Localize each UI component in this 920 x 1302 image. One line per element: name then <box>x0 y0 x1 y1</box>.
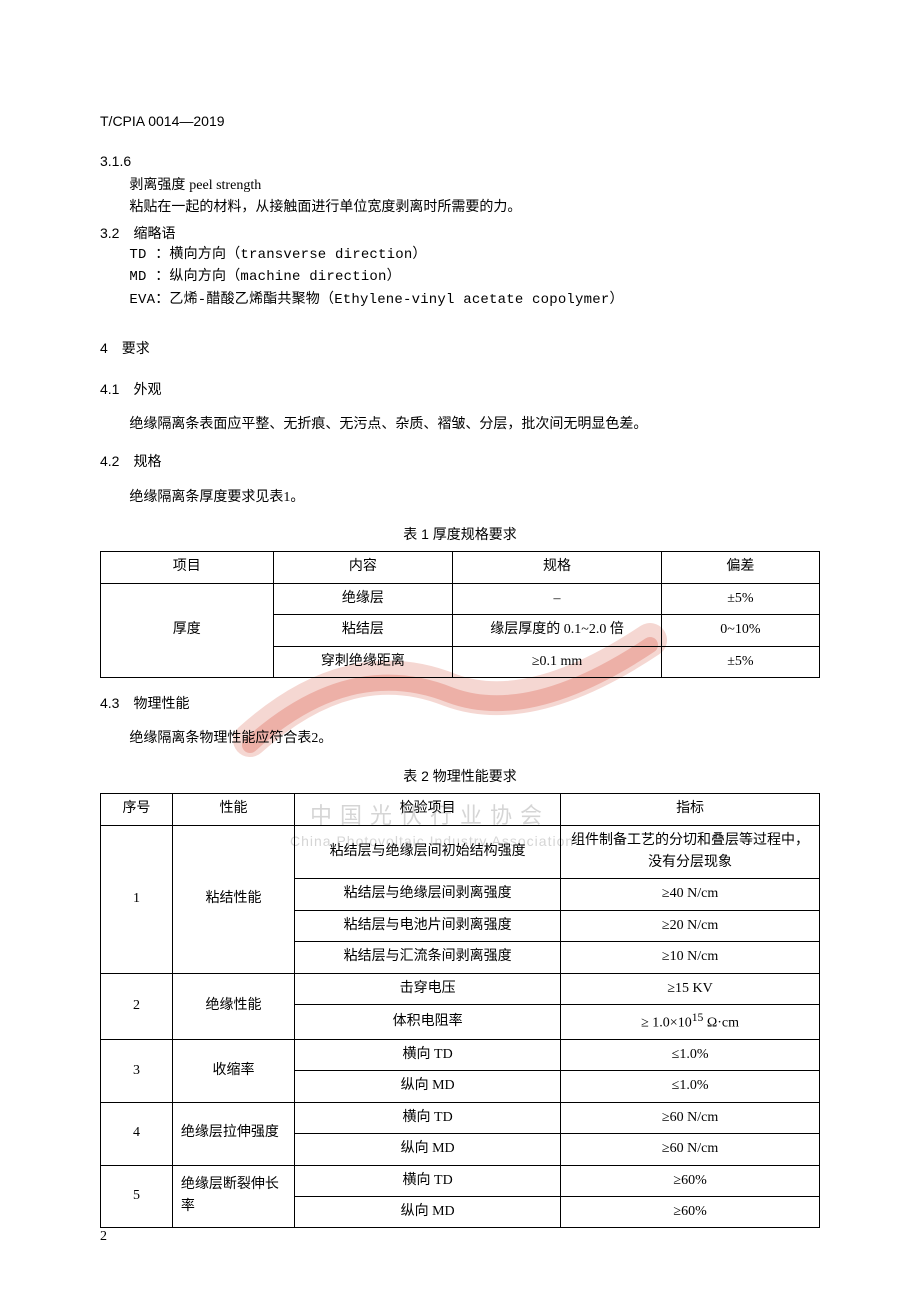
table-2-caption: 表 2 物理性能要求 <box>100 765 820 787</box>
term-cn: 剥离强度 <box>129 176 185 192</box>
abbr-td: TD ：横向方向（transverse direction） <box>100 244 820 266</box>
t2-cell: 组件制备工艺的分切和叠层等过程中，没有分层现象 <box>561 825 820 879</box>
table-row: 4 绝缘层拉伸强度 横向 TD ≥60 N/cm <box>101 1102 820 1133</box>
table-row: 序号 性能 检验项目 指标 <box>101 794 820 825</box>
t2-no: 4 <box>101 1102 173 1165</box>
t2-h2: 性能 <box>172 794 294 825</box>
clause-4-2-heading: 4.2 规格 <box>100 450 820 472</box>
t1-cell: 绝缘层 <box>273 583 453 614</box>
t2-cell: ≥60 N/cm <box>561 1102 820 1133</box>
clause-4-3-heading: 4.3 物理性能 <box>100 692 820 714</box>
t1-cell: 粘结层 <box>273 615 453 646</box>
t2-cell: 体积电阻率 <box>295 1004 561 1039</box>
t2-cell: 粘结层与电池片间剥离强度 <box>295 910 561 941</box>
clause-3-2-heading: 3.2 缩略语 <box>100 222 820 244</box>
t2-prop: 绝缘层拉伸强度 <box>172 1102 294 1165</box>
t2-cell: ≥ 1.0×1015 Ω·cm <box>561 1004 820 1039</box>
t2-cell: ≥40 N/cm <box>561 879 820 910</box>
page-number: 2 <box>100 1226 107 1248</box>
t1-cell: – <box>453 583 662 614</box>
t2-cell: 粘结层与绝缘层间初始结构强度 <box>295 825 561 879</box>
t1-h2: 内容 <box>273 552 453 583</box>
t2-cell: 横向 TD <box>295 1039 561 1070</box>
t2-cell: ≥20 N/cm <box>561 910 820 941</box>
t2-cell: 纵向 MD <box>295 1134 561 1165</box>
table-row: 1 粘结性能 粘结层与绝缘层间初始结构强度 组件制备工艺的分切和叠层等过程中，没… <box>101 825 820 879</box>
clause-4-3-body: 绝缘隔离条物理性能应符合表2。 <box>100 728 820 750</box>
t1-h3: 规格 <box>453 552 662 583</box>
t1-cell: 穿刺绝缘距离 <box>273 646 453 677</box>
t2-cell: ≥60% <box>561 1196 820 1227</box>
t1-cell: ±5% <box>661 583 819 614</box>
page-content: T/CPIA 0014—2019 3.1.6 剥离强度 peel strengt… <box>100 110 820 1228</box>
t1-cell: 0~10% <box>661 615 819 646</box>
t2-no: 5 <box>101 1165 173 1228</box>
t2-h4: 指标 <box>561 794 820 825</box>
table-2: 序号 性能 检验项目 指标 1 粘结性能 粘结层与绝缘层间初始结构强度 组件制备… <box>100 793 820 1228</box>
table-row: 5 绝缘层断裂伸长率 横向 TD ≥60% <box>101 1165 820 1196</box>
t2-prop: 粘结性能 <box>172 825 294 973</box>
t2-cell: ≤1.0% <box>561 1071 820 1102</box>
t2-cell: ≥10 N/cm <box>561 942 820 973</box>
clause-4-heading: 4 要求 <box>100 337 820 359</box>
t2-cell: 粘结层与汇流条间剥离强度 <box>295 942 561 973</box>
t2-h1: 序号 <box>101 794 173 825</box>
t2-no: 1 <box>101 825 173 973</box>
t2-prop: 绝缘性能 <box>172 973 294 1039</box>
t2-cell: ≥60 N/cm <box>561 1134 820 1165</box>
t2-cell: 纵向 MD <box>295 1196 561 1227</box>
standard-code: T/CPIA 0014—2019 <box>100 110 820 132</box>
t1-item: 厚度 <box>101 583 274 677</box>
t1-cell: ±5% <box>661 646 819 677</box>
t1-h1: 项目 <box>101 552 274 583</box>
t1-cell: 缘层厚度的 0.1~2.0 倍 <box>453 615 662 646</box>
t2-cell: 粘结层与绝缘层间剥离强度 <box>295 879 561 910</box>
clause-3-1-6-term: 剥离强度 peel strength <box>100 173 820 197</box>
clause-4-1-heading: 4.1 外观 <box>100 378 820 400</box>
t1-cell: ≥0.1 mm <box>453 646 662 677</box>
t2-cell: ≤1.0% <box>561 1039 820 1070</box>
table-1-caption: 表 1 厚度规格要求 <box>100 523 820 545</box>
t1-h4: 偏差 <box>661 552 819 583</box>
t2-cell: 击穿电压 <box>295 973 561 1004</box>
clause-3-1-6-body: 粘贴在一起的材料，从接触面进行单位宽度剥离时所需要的力。 <box>100 197 820 219</box>
t2-cell: 横向 TD <box>295 1165 561 1196</box>
table-1: 项目 内容 规格 偏差 厚度 绝缘层 – ±5% 粘结层 缘层厚度的 0.1~2… <box>100 551 820 678</box>
table-row: 厚度 绝缘层 – ±5% <box>101 583 820 614</box>
table-row: 项目 内容 规格 偏差 <box>101 552 820 583</box>
t2-cell: 纵向 MD <box>295 1071 561 1102</box>
t2-no: 3 <box>101 1039 173 1102</box>
table-row: 2 绝缘性能 击穿电压 ≥15 KV <box>101 973 820 1004</box>
abbr-md: MD ：纵向方向（machine direction） <box>100 266 820 288</box>
clause-4-1-body: 绝缘隔离条表面应平整、无折痕、无污点、杂质、褶皱、分层，批次间无明显色差。 <box>100 414 820 436</box>
t2-no: 2 <box>101 973 173 1039</box>
term-en: peel strength <box>189 178 261 193</box>
t2-h3: 检验项目 <box>295 794 561 825</box>
t2-cell: ≥15 KV <box>561 973 820 1004</box>
clause-3-1-6-num: 3.1.6 <box>100 150 820 172</box>
t2-prop: 绝缘层断裂伸长率 <box>172 1165 294 1228</box>
clause-4-2-body: 绝缘隔离条厚度要求见表1。 <box>100 487 820 509</box>
t2-cell: 横向 TD <box>295 1102 561 1133</box>
t2-prop: 收缩率 <box>172 1039 294 1102</box>
t2-cell: ≥60% <box>561 1165 820 1196</box>
table-row: 3 收缩率 横向 TD ≤1.0% <box>101 1039 820 1070</box>
abbr-eva: EVA：乙烯-醋酸乙烯酯共聚物（Ethylene-vinyl acetate c… <box>100 289 820 311</box>
